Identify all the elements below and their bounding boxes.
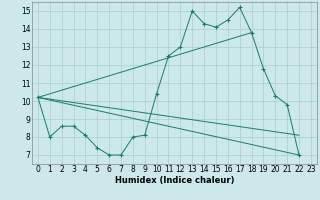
X-axis label: Humidex (Indice chaleur): Humidex (Indice chaleur) (115, 176, 234, 185)
